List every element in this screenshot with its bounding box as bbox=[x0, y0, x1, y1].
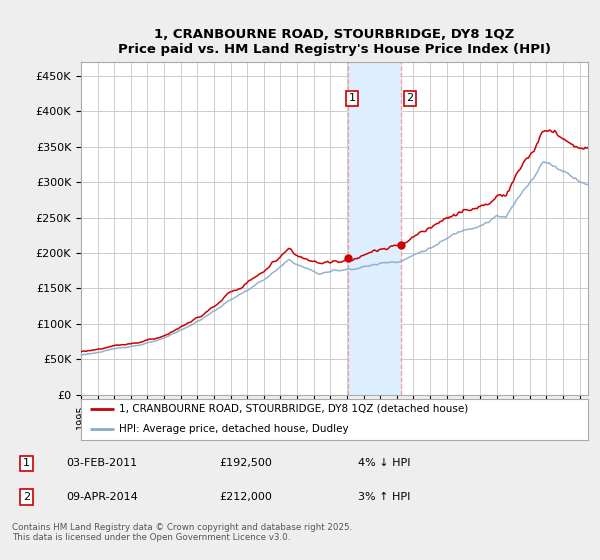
Text: 3% ↑ HPI: 3% ↑ HPI bbox=[358, 492, 410, 502]
Text: 03-FEB-2011: 03-FEB-2011 bbox=[67, 459, 138, 468]
Text: 4% ↓ HPI: 4% ↓ HPI bbox=[358, 459, 410, 468]
Text: £192,500: £192,500 bbox=[220, 459, 272, 468]
Text: 2: 2 bbox=[407, 94, 413, 104]
Text: 1: 1 bbox=[349, 94, 355, 104]
Title: 1, CRANBOURNE ROAD, STOURBRIDGE, DY8 1QZ
Price paid vs. HM Land Registry's House: 1, CRANBOURNE ROAD, STOURBRIDGE, DY8 1QZ… bbox=[118, 28, 551, 56]
Text: 1, CRANBOURNE ROAD, STOURBRIDGE, DY8 1QZ (detached house): 1, CRANBOURNE ROAD, STOURBRIDGE, DY8 1QZ… bbox=[119, 404, 468, 414]
Text: 09-APR-2014: 09-APR-2014 bbox=[67, 492, 139, 502]
Text: Contains HM Land Registry data © Crown copyright and database right 2025.
This d: Contains HM Land Registry data © Crown c… bbox=[12, 523, 352, 542]
Text: 1: 1 bbox=[23, 459, 30, 468]
Text: £212,000: £212,000 bbox=[220, 492, 272, 502]
Text: 2: 2 bbox=[23, 492, 30, 502]
Text: HPI: Average price, detached house, Dudley: HPI: Average price, detached house, Dudl… bbox=[119, 424, 349, 435]
Bar bbox=[349, 62, 401, 395]
